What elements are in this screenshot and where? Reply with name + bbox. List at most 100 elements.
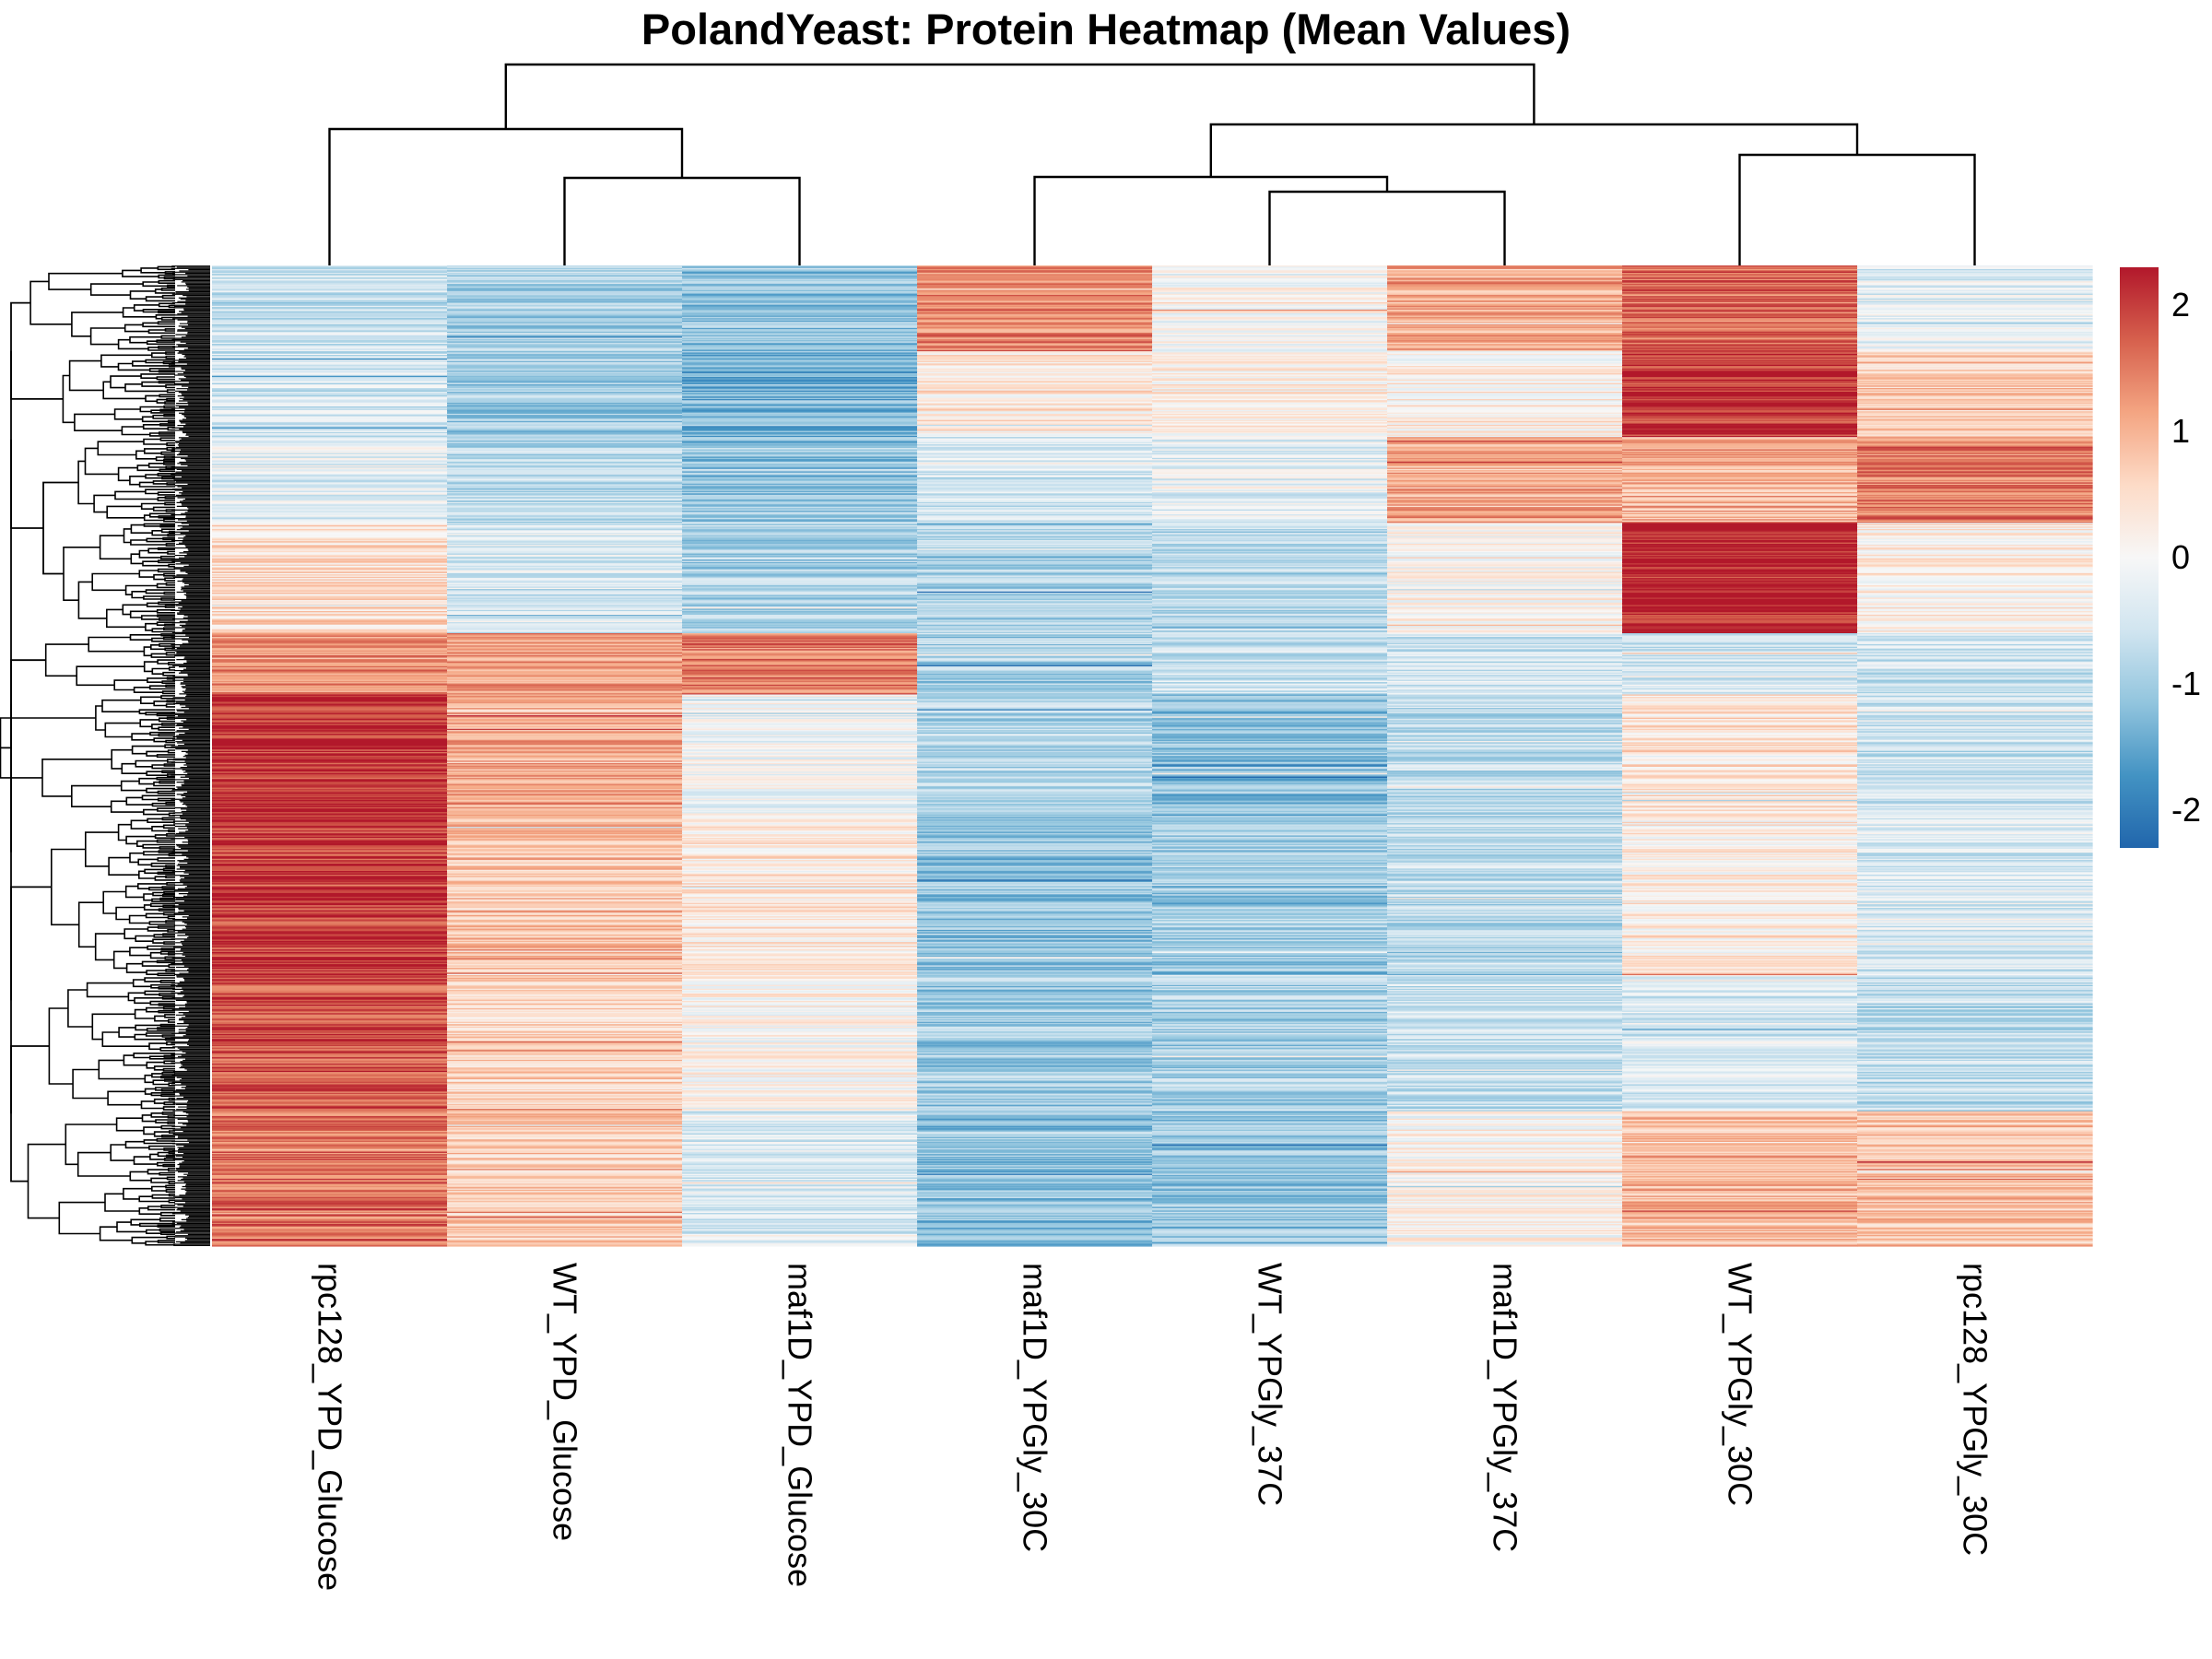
heatmap-cell (682, 586, 918, 589)
heatmap-cell (1622, 398, 1858, 401)
heatmap-cell (212, 752, 448, 754)
dendrogram-branch (51, 848, 86, 926)
dendrogram-branch (124, 885, 144, 899)
heatmap-cell (682, 300, 918, 302)
heatmap-cell (212, 497, 448, 500)
heatmap-cell (447, 794, 683, 797)
heatmap-cell (1622, 422, 1858, 425)
heatmap-cell (682, 401, 918, 404)
heatmap-cell (1152, 359, 1388, 361)
heatmap-cell (212, 790, 448, 793)
heatmap-cell (917, 441, 1153, 444)
heatmap-cell (917, 732, 1153, 735)
heatmap-cell (1857, 702, 2093, 705)
heatmap-cell (212, 832, 448, 835)
heatmap-cell (1387, 407, 1623, 410)
heatmap-cell (447, 747, 683, 749)
heatmap-cell (447, 382, 683, 384)
heatmap-cell (212, 441, 448, 443)
heatmap-cell (682, 360, 918, 363)
heatmap-cell (1857, 430, 2093, 433)
heatmap-cell (682, 686, 918, 688)
heatmap-cell (682, 779, 918, 782)
heatmap-cell (1387, 487, 1623, 489)
heatmap-cell (1857, 615, 2093, 617)
heatmap-cell (1622, 713, 1858, 716)
heatmap-cell (212, 766, 448, 769)
heatmap-cell (682, 307, 918, 310)
heatmap-cell (917, 569, 1153, 571)
heatmap-cell (447, 505, 683, 508)
heatmap-cell (1622, 783, 1858, 786)
heatmap-cell (1857, 623, 2093, 626)
heatmap-cell (212, 475, 448, 477)
heatmap-cell (212, 700, 448, 703)
dendrogram-branch (157, 614, 175, 618)
heatmap-cell (447, 494, 683, 497)
heatmap-cell (212, 457, 448, 460)
heatmap-cell (212, 300, 448, 302)
heatmap-cell (917, 512, 1153, 514)
heatmap-cell (682, 316, 918, 319)
dendrogram-branch (167, 284, 175, 288)
heatmap-cell (212, 288, 448, 291)
heatmap-cell (447, 775, 683, 778)
heatmap-cell (212, 530, 448, 533)
heatmap-cell (212, 664, 448, 666)
heatmap-cell (1152, 324, 1388, 326)
heatmap-cell (212, 286, 448, 288)
heatmap-cell (447, 675, 683, 677)
heatmap-cell (682, 607, 918, 609)
heatmap-cell (1387, 426, 1623, 429)
heatmap-cell (1152, 578, 1388, 581)
heatmap-cell (917, 832, 1153, 835)
heatmap-cell (447, 386, 683, 389)
heatmap-cell (447, 662, 683, 665)
heatmap-cell (1387, 645, 1623, 648)
heatmap-cell (682, 271, 918, 274)
heatmap-cell (1857, 429, 2093, 432)
dendrogram-branch (168, 829, 175, 833)
heatmap-cell (447, 634, 683, 637)
heatmap-cell (1387, 442, 1623, 445)
heatmap-cell (1152, 509, 1388, 512)
heatmap-cell (1152, 805, 1388, 807)
heatmap-cell (212, 802, 448, 805)
heatmap-cell (447, 424, 683, 427)
dendrogram-branch (147, 463, 167, 468)
dendrogram-branch (165, 739, 175, 744)
heatmap-cell (1857, 521, 2093, 524)
heatmap-cell (1622, 715, 1858, 718)
heatmap-cell (1857, 559, 2093, 562)
heatmap-cell (682, 336, 918, 339)
heatmap-cell (1387, 593, 1623, 595)
heatmap-cell (682, 646, 918, 649)
heatmap-cell (682, 422, 918, 425)
heatmap-cell (447, 805, 683, 807)
heatmap-cell (682, 582, 918, 585)
dendrogram-branch (167, 749, 175, 754)
heatmap-cell (212, 609, 448, 612)
heatmap-cell (447, 488, 683, 490)
heatmap-cell (1857, 368, 2093, 371)
dendrogram-branch (71, 784, 122, 807)
heatmap-cell (1622, 309, 1858, 312)
heatmap-cell (682, 400, 918, 403)
heatmap-cell (682, 431, 918, 434)
heatmap-cell (1857, 274, 2093, 276)
heatmap-cell (1857, 580, 2093, 582)
heatmap-cell (1387, 746, 1623, 748)
heatmap-cell (682, 394, 918, 397)
heatmap-cell (1857, 362, 2093, 364)
heatmap-cell (1387, 470, 1623, 473)
heatmap-cell (1152, 701, 1388, 704)
heatmap-cell (1622, 806, 1858, 809)
heatmap-cell (917, 341, 1153, 344)
heatmap-cell (447, 489, 683, 492)
heatmap-cell (917, 400, 1153, 403)
dendrogram-branch (44, 643, 89, 677)
heatmap-cell (1152, 719, 1388, 722)
heatmap-cell (1857, 364, 2093, 367)
heatmap-cell (212, 557, 448, 559)
heatmap-cell (682, 709, 918, 712)
